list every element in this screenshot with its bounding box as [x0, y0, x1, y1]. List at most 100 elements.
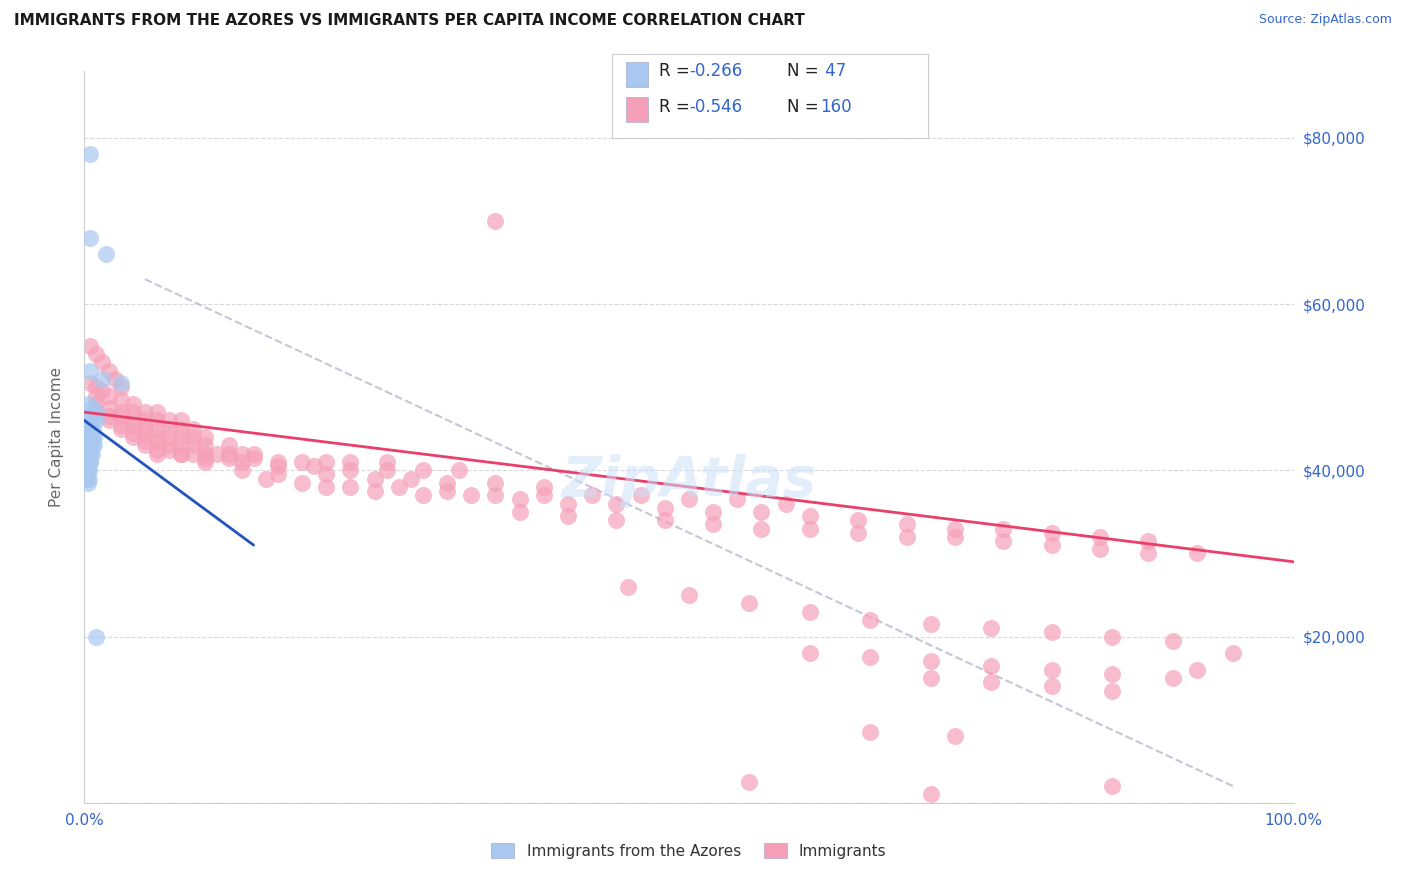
Point [194, 455, 217, 469]
Point [436, 484, 458, 499]
Point [291, 455, 314, 469]
Point [97, 413, 120, 427]
Point [654, 500, 676, 515]
Point [267, 467, 290, 482]
Point [1137, 533, 1160, 548]
Point [91, 372, 114, 386]
Point [738, 775, 761, 789]
Point [79, 230, 101, 244]
Point [412, 488, 434, 502]
Point [82, 413, 104, 427]
Point [725, 492, 748, 507]
Point [134, 422, 156, 436]
Point [79, 338, 101, 352]
Point [110, 405, 132, 419]
Point [77, 475, 100, 490]
Point [86, 413, 108, 427]
Point [799, 605, 821, 619]
Point [363, 484, 385, 499]
Point [509, 505, 531, 519]
Point [157, 438, 180, 452]
Point [231, 463, 253, 477]
Point [654, 513, 676, 527]
Legend: Immigrants from the Azores, Immigrants: Immigrants from the Azores, Immigrants [485, 837, 893, 864]
Point [775, 497, 797, 511]
Point [859, 650, 882, 665]
Point [79, 363, 101, 377]
Point [97, 388, 120, 402]
Point [1040, 663, 1063, 677]
Point [896, 530, 918, 544]
Point [533, 488, 555, 502]
Point [121, 397, 143, 411]
Text: R =: R = [659, 98, 696, 116]
Point [388, 480, 411, 494]
Point [77, 472, 100, 486]
Point [557, 509, 579, 524]
Point [134, 434, 156, 449]
Text: 160: 160 [820, 98, 851, 116]
Point [121, 425, 143, 440]
Point [97, 401, 120, 415]
Point [460, 488, 482, 502]
Point [80, 430, 103, 444]
Point [86, 405, 108, 419]
Text: 47: 47 [820, 62, 846, 80]
Point [267, 455, 290, 469]
Point [1040, 625, 1063, 640]
Point [484, 214, 506, 228]
Point [449, 463, 471, 477]
Point [605, 497, 627, 511]
Point [79, 376, 101, 390]
Point [943, 729, 966, 743]
Point [75, 455, 97, 469]
Point [77, 442, 100, 457]
Point [980, 675, 1002, 690]
Point [1101, 683, 1123, 698]
Point [254, 472, 277, 486]
Point [181, 422, 204, 436]
Point [846, 525, 869, 540]
Point [75, 472, 97, 486]
Point [993, 533, 1015, 548]
Point [110, 392, 132, 407]
Point [1101, 779, 1123, 793]
Point [738, 596, 761, 610]
Point [181, 447, 204, 461]
Point [339, 463, 361, 477]
Point [533, 480, 555, 494]
Point [97, 409, 120, 424]
Point [375, 455, 398, 469]
Point [267, 459, 290, 474]
Point [799, 521, 821, 535]
Point [375, 463, 398, 477]
Point [231, 455, 253, 469]
Point [76, 430, 98, 444]
Point [751, 521, 773, 535]
Point [315, 467, 337, 482]
Point [207, 447, 229, 461]
Point [1040, 680, 1063, 694]
Point [242, 447, 264, 461]
Point [77, 434, 100, 449]
Point [146, 422, 169, 436]
Point [146, 405, 169, 419]
Text: Source: ZipAtlas.com: Source: ZipAtlas.com [1258, 13, 1392, 27]
Point [920, 617, 942, 632]
Point [194, 447, 217, 461]
Point [702, 517, 724, 532]
Point [77, 455, 100, 469]
Point [110, 409, 132, 424]
Point [121, 405, 143, 419]
Point [80, 434, 103, 449]
Point [181, 430, 204, 444]
Point [77, 438, 100, 452]
Point [80, 438, 103, 452]
Point [86, 380, 108, 394]
Point [412, 463, 434, 477]
Point [146, 413, 169, 427]
Point [617, 580, 640, 594]
Point [83, 438, 105, 452]
Point [1101, 630, 1123, 644]
Point [943, 521, 966, 535]
